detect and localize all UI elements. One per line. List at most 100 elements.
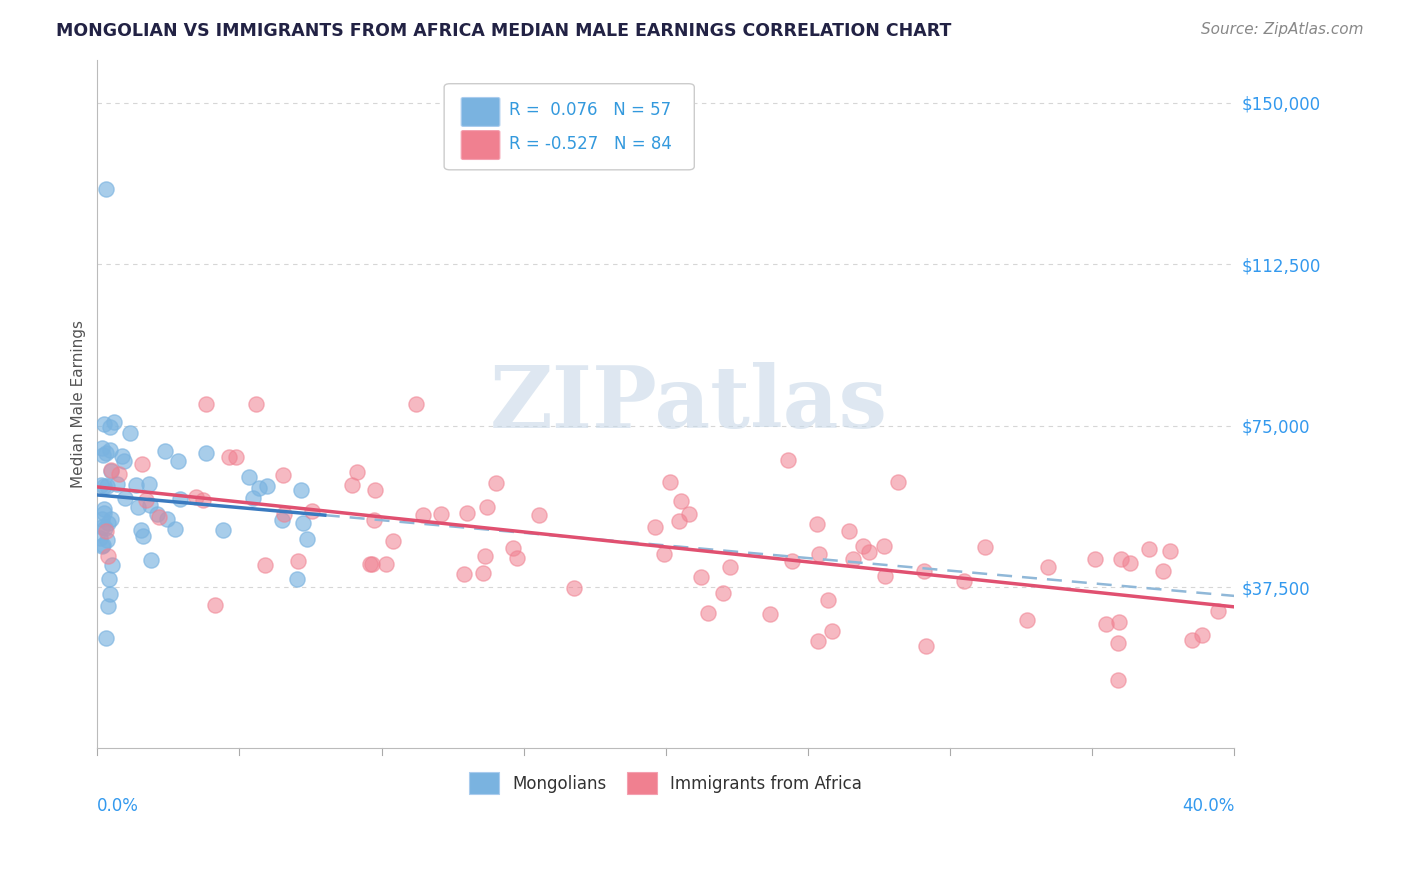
Point	[696, 606, 718, 620]
Point	[291, 516, 314, 531]
Point	[139, 553, 162, 567]
Point	[456, 506, 478, 520]
Point	[873, 539, 896, 553]
Point	[218, 450, 240, 464]
Point	[131, 457, 153, 471]
Point	[858, 545, 880, 559]
Point	[873, 568, 896, 582]
Point	[89, 531, 111, 545]
Point	[301, 504, 323, 518]
Point	[93, 417, 115, 431]
Point	[148, 509, 170, 524]
Point	[1015, 613, 1038, 627]
Point	[94, 521, 117, 535]
Point	[93, 506, 115, 520]
Point	[502, 541, 524, 555]
Point	[817, 592, 839, 607]
Point	[1159, 543, 1181, 558]
Point	[96, 445, 118, 459]
Point	[806, 516, 828, 531]
Point	[364, 483, 387, 498]
Point	[1107, 635, 1129, 649]
Point	[98, 442, 121, 457]
Point	[363, 513, 385, 527]
Point	[485, 476, 508, 491]
Point	[374, 557, 396, 571]
Text: R =  0.076   N = 57: R = 0.076 N = 57	[509, 101, 671, 119]
Legend: Mongolians, Immigrants from Africa: Mongolians, Immigrants from Africa	[461, 764, 870, 802]
Point	[912, 564, 935, 578]
Point	[96, 533, 118, 548]
Point	[238, 469, 260, 483]
Point	[131, 529, 153, 543]
Point	[204, 599, 226, 613]
Point	[91, 520, 114, 534]
Point	[851, 539, 873, 553]
Point	[759, 607, 782, 621]
Point	[97, 599, 120, 613]
Point	[506, 551, 529, 566]
Point	[776, 453, 799, 467]
Point	[915, 639, 938, 653]
Point	[1119, 556, 1142, 570]
Point	[225, 450, 247, 464]
Point	[1152, 564, 1174, 578]
Point	[1108, 615, 1130, 630]
Point	[1095, 617, 1118, 632]
Text: 40.0%: 40.0%	[1182, 797, 1234, 814]
Point	[346, 466, 368, 480]
Point	[412, 508, 434, 523]
Point	[138, 477, 160, 491]
Point	[807, 633, 830, 648]
Point	[290, 483, 312, 497]
Point	[108, 467, 131, 482]
Point	[98, 587, 121, 601]
Point	[285, 572, 308, 586]
Point	[253, 558, 276, 572]
Point	[475, 500, 498, 515]
Point	[669, 493, 692, 508]
Point	[256, 479, 278, 493]
Point	[1084, 551, 1107, 566]
Point	[453, 566, 475, 581]
Point	[110, 449, 132, 463]
Point	[780, 554, 803, 568]
Point	[195, 446, 218, 460]
Point	[1137, 542, 1160, 557]
Point	[381, 533, 404, 548]
Point	[527, 508, 550, 522]
Point	[125, 477, 148, 491]
Point	[287, 554, 309, 568]
Text: R = -0.527   N = 84: R = -0.527 N = 84	[509, 136, 672, 153]
Point	[678, 507, 700, 521]
Point	[1036, 560, 1059, 574]
Point	[100, 465, 122, 479]
Point	[211, 524, 233, 538]
Point	[838, 524, 860, 538]
Point	[644, 519, 666, 533]
FancyBboxPatch shape	[444, 84, 695, 169]
Point	[98, 419, 121, 434]
Text: MONGOLIAN VS IMMIGRANTS FROM AFRICA MEDIAN MALE EARNINGS CORRELATION CHART: MONGOLIAN VS IMMIGRANTS FROM AFRICA MEDI…	[56, 22, 952, 40]
Point	[242, 491, 264, 505]
Point	[841, 551, 863, 566]
Point	[96, 479, 118, 493]
Point	[472, 566, 495, 580]
Point	[273, 507, 295, 521]
Text: Source: ZipAtlas.com: Source: ZipAtlas.com	[1201, 22, 1364, 37]
Point	[1206, 604, 1229, 618]
Point	[167, 453, 190, 467]
Point	[165, 522, 187, 536]
Point	[91, 442, 114, 456]
Point	[145, 508, 167, 522]
Point	[97, 549, 120, 563]
Point	[100, 511, 122, 525]
FancyBboxPatch shape	[461, 97, 501, 127]
Point	[270, 513, 292, 527]
Point	[886, 475, 908, 489]
Point	[245, 397, 267, 411]
Point	[90, 478, 112, 492]
Point	[91, 512, 114, 526]
Point	[953, 574, 976, 588]
Point	[690, 569, 713, 583]
